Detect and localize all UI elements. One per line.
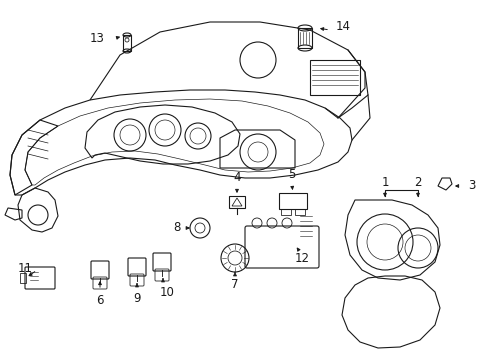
Text: 10: 10 (159, 287, 174, 300)
Bar (281, 209, 290, 215)
Text: 14: 14 (335, 21, 350, 33)
Text: 6: 6 (96, 293, 103, 306)
Text: 13: 13 (89, 31, 104, 45)
Text: 4: 4 (233, 171, 240, 184)
Text: 5: 5 (288, 168, 295, 181)
Bar (123, 35, 131, 51)
Text: 12: 12 (294, 252, 309, 265)
Bar (309, 60, 359, 95)
Text: 7: 7 (231, 279, 238, 292)
Text: 9: 9 (133, 292, 141, 305)
Bar (297, 28, 311, 48)
Bar (294, 209, 305, 215)
Text: 3: 3 (468, 180, 475, 193)
Text: 1: 1 (381, 176, 388, 189)
Bar (228, 196, 244, 208)
Text: 11: 11 (18, 261, 32, 274)
Bar (20, 273, 26, 283)
Bar (279, 193, 306, 209)
Text: 8: 8 (173, 221, 181, 234)
Text: 2: 2 (413, 176, 421, 189)
